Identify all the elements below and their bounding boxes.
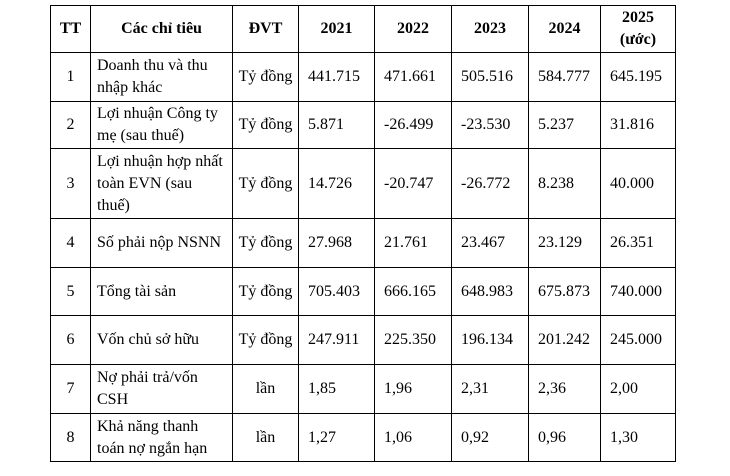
table-cell: 245.000 — [600, 315, 676, 365]
table-cell: 4 — [50, 218, 91, 268]
table-cell: 1,27 — [298, 413, 375, 462]
table-cell: 1,06 — [374, 413, 452, 462]
table-row: 8 Khả năng thanh toán nợ ngắn hạn lần 1,27 1… — [50, 413, 676, 462]
table-cell: Tỷ đồng — [232, 218, 299, 268]
table-cell: 5.237 — [528, 101, 601, 149]
header-cell: ĐVT — [232, 5, 299, 53]
table-container: TT Các chỉ tiêu ĐVT 2021 2022 2023 2024 2025 (ư… — [50, 5, 676, 462]
table-cell: 441.715 — [298, 52, 375, 102]
table-cell: 3 — [50, 148, 91, 219]
table-cell: 31.816 — [600, 101, 676, 149]
table-cell: 2,00 — [600, 364, 676, 414]
table-cell: 247.911 — [298, 315, 375, 365]
table-cell: 666.165 — [374, 267, 452, 316]
table-row: 1 Doanh thu và thu nhập khác Tỷ đồng 441.71… — [50, 52, 676, 102]
table-cell: 27.968 — [298, 218, 375, 268]
header-row: TT Các chỉ tiêu ĐVT 2021 2022 2023 2024 2025 (ư… — [50, 5, 676, 53]
table-cell: 5 — [50, 267, 91, 316]
table-cell: Nợ phải trả/vốn CSH — [90, 364, 233, 414]
table-cell: 2,36 — [528, 364, 601, 414]
table-cell: 471.661 — [374, 52, 452, 102]
table-cell: 23.129 — [528, 218, 601, 268]
table-cell: 505.516 — [451, 52, 529, 102]
table-cell: Khả năng thanh toán nợ ngắn hạn — [90, 413, 233, 462]
table-cell: 201.242 — [528, 315, 601, 365]
table-cell: 8 — [50, 413, 91, 462]
table-cell: 5.871 — [298, 101, 375, 149]
table-cell: 14.726 — [298, 148, 375, 219]
table-row: 7 Nợ phải trả/vốn CSH lần 1,85 1,96 2,31 2,36 2… — [50, 364, 676, 414]
header-cell: 2025 (ước) — [600, 5, 676, 53]
table-cell: 1,85 — [298, 364, 375, 414]
table-cell: Tỷ đồng — [232, 315, 299, 365]
header-cell: 2022 — [374, 5, 452, 53]
table-cell: 2,31 — [451, 364, 529, 414]
table-cell: 6 — [50, 315, 91, 365]
table-cell: Lợi nhuận Công ty mẹ (sau thuế) — [90, 101, 233, 149]
table-cell: 26.351 — [600, 218, 676, 268]
table-cell: Số phải nộp NSNN — [90, 218, 233, 268]
table-cell: 196.134 — [451, 315, 529, 365]
table-cell: -20.747 — [374, 148, 452, 219]
data-table: TT Các chỉ tiêu ĐVT 2021 2022 2023 2024 2025 (ư… — [50, 5, 676, 462]
table-row: 5 Tổng tài sản Tỷ đồng 705.403 666.165 648.98… — [50, 267, 676, 316]
header-cell: 2024 — [528, 5, 601, 53]
table-cell: 8.238 — [528, 148, 601, 219]
table-cell: 740.000 — [600, 267, 676, 316]
table-cell: -23.530 — [451, 101, 529, 149]
table-row: 4 Số phải nộp NSNN Tỷ đồng 27.968 21.761 23.4… — [50, 218, 676, 268]
header-cell: 2021 — [298, 5, 375, 53]
table-cell: 645.195 — [600, 52, 676, 102]
table-cell: 705.403 — [298, 267, 375, 316]
table-cell: -26.499 — [374, 101, 452, 149]
header-cell: Các chỉ tiêu — [90, 5, 233, 53]
table-cell: 7 — [50, 364, 91, 414]
table-cell: Vốn chủ sở hữu — [90, 315, 233, 365]
table-cell: 675.873 — [528, 267, 601, 316]
table-cell: 225.350 — [374, 315, 452, 365]
table-row: 6 Vốn chủ sở hữu Tỷ đồng 247.911 225.350 196.… — [50, 315, 676, 365]
header-cell: TT — [50, 5, 91, 53]
table-cell: Tỷ đồng — [232, 101, 299, 149]
table-cell: 23.467 — [451, 218, 529, 268]
table-cell: Lợi nhuận hợp nhất toàn EVN (sau thuế) — [90, 148, 233, 219]
table-cell: Tỷ đồng — [232, 267, 299, 316]
table-cell: Tỷ đồng — [232, 52, 299, 102]
table-cell: Tỷ đồng — [232, 148, 299, 219]
table-cell: 648.983 — [451, 267, 529, 316]
table-cell: 584.777 — [528, 52, 601, 102]
table-cell: -26.772 — [451, 148, 529, 219]
table-cell: 1,30 — [600, 413, 676, 462]
table-cell: 0,92 — [451, 413, 529, 462]
table-cell: 1 — [50, 52, 91, 102]
table-cell: lần — [232, 364, 299, 414]
table-cell: 0,96 — [528, 413, 601, 462]
table-cell: lần — [232, 413, 299, 462]
table-body: 1 Doanh thu và thu nhập khác Tỷ đồng 441.71… — [50, 52, 676, 462]
table-cell: 2 — [50, 101, 91, 149]
header-cell: 2023 — [451, 5, 529, 53]
table-row: 3 Lợi nhuận hợp nhất toàn EVN (sau thuế) T… — [50, 148, 676, 219]
table-cell: Doanh thu và thu nhập khác — [90, 52, 233, 102]
table-row: 2 Lợi nhuận Công ty mẹ (sau thuế) Tỷ đồng 5… — [50, 101, 676, 149]
table-cell: 1,96 — [374, 364, 452, 414]
table-cell: 21.761 — [374, 218, 452, 268]
table-cell: 40.000 — [600, 148, 676, 219]
table-cell: Tổng tài sản — [90, 267, 233, 316]
